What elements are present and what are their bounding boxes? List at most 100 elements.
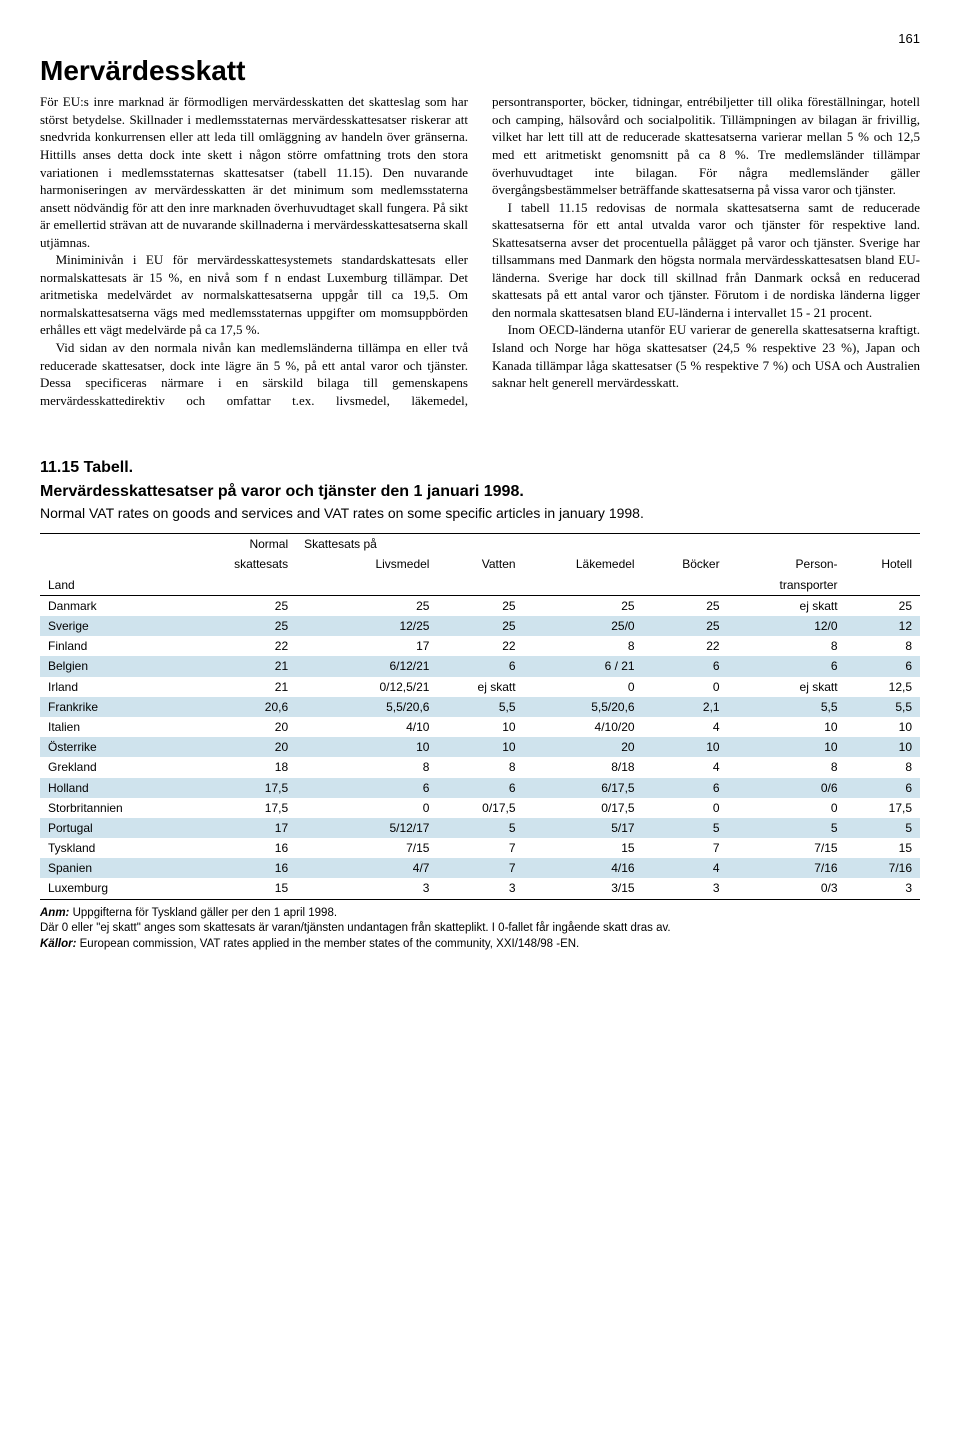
- table-cell: 7: [437, 858, 523, 878]
- table-cell: Spanien: [40, 858, 185, 878]
- table-cell: 22: [185, 636, 297, 656]
- table-row: Irland210/12,5/21ej skatt00ej skatt12,5: [40, 677, 920, 697]
- paragraph: Inom OECD-länderna utanför EU varierar d…: [492, 321, 920, 391]
- table-cell: 15: [846, 838, 920, 858]
- col-lakemedel: Läkemedel: [524, 554, 643, 574]
- table-cell: 7/16: [728, 858, 846, 878]
- table-cell: 10: [846, 717, 920, 737]
- table-cell: 6: [846, 778, 920, 798]
- table-row: Danmark2525252525ej skatt25: [40, 595, 920, 616]
- table-cell: Tyskland: [40, 838, 185, 858]
- table-cell: 7/16: [846, 858, 920, 878]
- table-cell: 25: [437, 616, 523, 636]
- table-cell: ej skatt: [728, 595, 846, 616]
- table-cell: Storbritannien: [40, 798, 185, 818]
- table-cell: 6: [728, 656, 846, 676]
- table-cell: 21: [185, 656, 297, 676]
- table-cell: 25: [643, 616, 728, 636]
- table-heading-line2: Mervärdesskattesatser på varor och tjäns…: [40, 481, 920, 503]
- table-cell: 17,5: [846, 798, 920, 818]
- col-hotell: Hotell: [846, 554, 920, 574]
- table-cell: 22: [437, 636, 523, 656]
- table-cell: 17: [296, 636, 437, 656]
- table-cell: 6: [643, 656, 728, 676]
- table-cell: 4/7: [296, 858, 437, 878]
- table-row: Belgien216/12/2166 / 21666: [40, 656, 920, 676]
- body-columns: För EU:s inre marknad är förmodligen mer…: [40, 93, 920, 409]
- paragraph: För EU:s inre marknad är förmodligen mer…: [40, 93, 468, 251]
- table-cell: 8: [524, 636, 643, 656]
- table-row: Portugal175/12/1755/17555: [40, 818, 920, 838]
- col-land: Land: [40, 575, 185, 596]
- table-cell: Belgien: [40, 656, 185, 676]
- table-heading-line1: 11.15 Tabell.: [40, 457, 920, 479]
- table-cell: 20: [185, 737, 297, 757]
- table-cell: 12/0: [728, 616, 846, 636]
- table-cell: 8: [728, 636, 846, 656]
- table-cell: 6: [296, 778, 437, 798]
- col-bocker: Böcker: [643, 554, 728, 574]
- table-cell: 5: [643, 818, 728, 838]
- table-cell: Grekland: [40, 757, 185, 777]
- table-cell: Finland: [40, 636, 185, 656]
- table-cell: 22: [643, 636, 728, 656]
- table-cell: 0/3: [728, 878, 846, 899]
- table-row: Spanien164/774/1647/167/16: [40, 858, 920, 878]
- table-cell: 2,1: [643, 697, 728, 717]
- table-cell: 4: [643, 757, 728, 777]
- table-cell: 20: [185, 717, 297, 737]
- table-cell: 5,5: [728, 697, 846, 717]
- table-cell: 25: [296, 595, 437, 616]
- table-cell: 17,5: [185, 798, 297, 818]
- table-cell: 6: [846, 656, 920, 676]
- table-row: Holland17,5666/17,560/66: [40, 778, 920, 798]
- table-cell: Luxemburg: [40, 878, 185, 899]
- table-cell: 10: [437, 717, 523, 737]
- paragraph: I tabell 11.15 redovisas de normala skat…: [492, 199, 920, 322]
- table-cell: 0: [524, 677, 643, 697]
- table-subheading: Normal VAT rates on goods and services a…: [40, 504, 920, 523]
- table-cell: 5,5/20,6: [524, 697, 643, 717]
- col-person: Person-: [728, 554, 846, 574]
- table-cell: 0/6: [728, 778, 846, 798]
- table-cell: 6: [437, 656, 523, 676]
- table-cell: 16: [185, 858, 297, 878]
- table-cell: Portugal: [40, 818, 185, 838]
- table-cell: 5/17: [524, 818, 643, 838]
- table-cell: 3: [437, 878, 523, 899]
- table-cell: 5/12/17: [296, 818, 437, 838]
- table-cell: 5,5: [437, 697, 523, 717]
- table-cell: 3: [643, 878, 728, 899]
- table-cell: 8: [846, 636, 920, 656]
- anm-text: Uppgifterna för Tyskland gäller per den …: [73, 907, 337, 919]
- footnote-2: Där 0 eller "ej skatt" anges som skattes…: [40, 921, 920, 937]
- table-cell: 8/18: [524, 757, 643, 777]
- table-cell: 6/12/21: [296, 656, 437, 676]
- table-cell: 21: [185, 677, 297, 697]
- table-cell: 10: [846, 737, 920, 757]
- col-livsmedel: Livsmedel: [296, 554, 437, 574]
- table-cell: 25: [846, 595, 920, 616]
- table-cell: 8: [437, 757, 523, 777]
- table-cell: 16: [185, 838, 297, 858]
- table-cell: Holland: [40, 778, 185, 798]
- table-cell: 10: [728, 717, 846, 737]
- table-cell: 0: [296, 798, 437, 818]
- table-row: Österrike20101020101010: [40, 737, 920, 757]
- table-cell: 7/15: [728, 838, 846, 858]
- table-row: Frankrike20,65,5/20,65,55,5/20,62,15,55,…: [40, 697, 920, 717]
- table-cell: 25/0: [524, 616, 643, 636]
- table-cell: 3: [296, 878, 437, 899]
- table-cell: 0: [728, 798, 846, 818]
- table-cell: 25: [524, 595, 643, 616]
- table-cell: 12: [846, 616, 920, 636]
- table-cell: 20,6: [185, 697, 297, 717]
- table-cell: 4: [643, 858, 728, 878]
- table-cell: 20: [524, 737, 643, 757]
- table-cell: 8: [846, 757, 920, 777]
- paragraph: Miniminivån i EU för mervärdesskattesyst…: [40, 251, 468, 339]
- table-cell: 15: [524, 838, 643, 858]
- table-footnotes: Anm: Uppgifterna för Tyskland gäller per…: [40, 906, 920, 953]
- table-cell: 17,5: [185, 778, 297, 798]
- table-cell: 7: [437, 838, 523, 858]
